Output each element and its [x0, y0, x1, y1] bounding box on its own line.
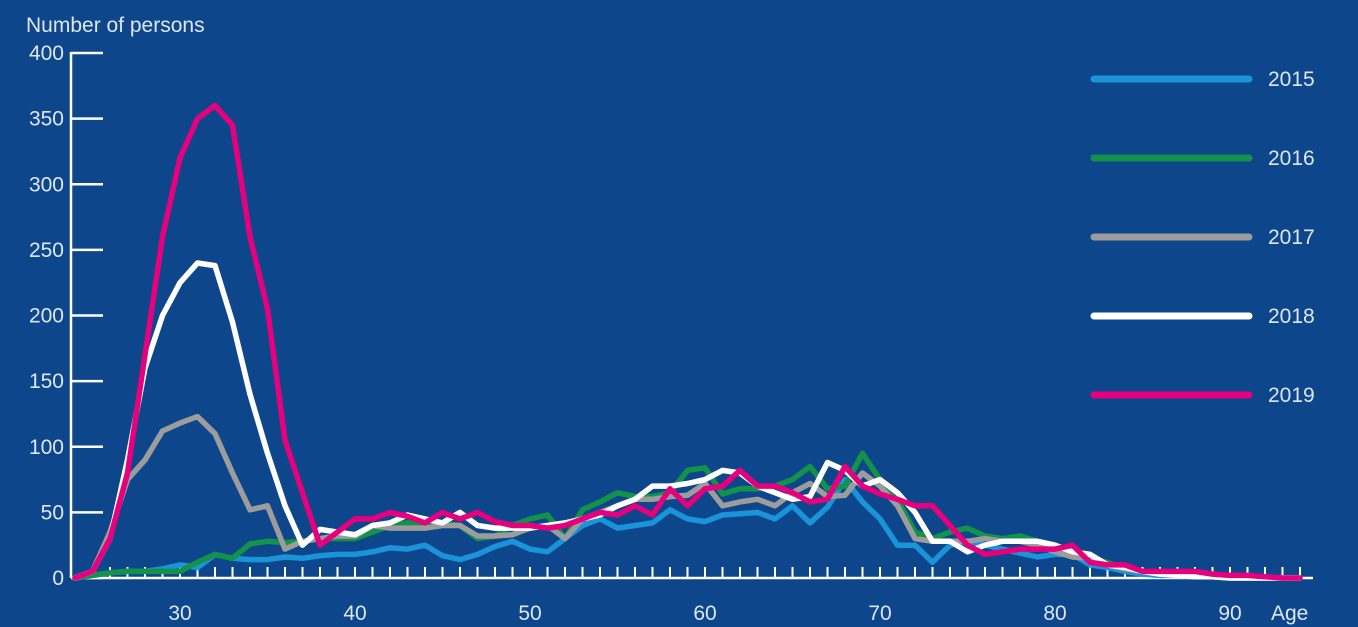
x-tick-label: 90 — [1218, 602, 1241, 625]
y-tick-label: 400 — [29, 42, 64, 65]
y-tick-label: 100 — [29, 436, 64, 459]
y-tick-label: 50 — [41, 501, 64, 524]
x-tick-label: 70 — [868, 602, 891, 625]
y-tick-label: 300 — [29, 173, 64, 196]
x-axis-ticks: 30 40 50 60 70 80 90 — [91, 567, 1301, 625]
x-tick-label: 60 — [693, 602, 716, 625]
x-tick-label: 40 — [343, 602, 366, 625]
legend-label-2019: 2019 — [1268, 384, 1315, 407]
series-lines — [72, 102, 1303, 581]
series-line-2017 — [72, 413, 1303, 581]
series-line-2019 — [72, 102, 1303, 581]
series-line-2018 — [72, 260, 1303, 581]
y-axis-label: Number of persons — [26, 14, 205, 37]
legend: 2015 2016 2017 2018 2019 — [1090, 68, 1315, 407]
y-axis-ticks: 0 50 100 150 200 250 300 350 400 — [29, 42, 103, 590]
y-tick-label: 350 — [29, 108, 64, 131]
y-tick-label: 0 — [52, 567, 64, 590]
legend-label-2018: 2018 — [1268, 305, 1315, 328]
y-tick-label: 250 — [29, 239, 64, 262]
y-tick-label: 150 — [29, 370, 64, 393]
y-tick-label: 200 — [29, 305, 64, 328]
legend-label-2017: 2017 — [1268, 226, 1315, 249]
legend-label-2016: 2016 — [1268, 147, 1315, 170]
legend-label-2015: 2015 — [1268, 68, 1315, 91]
x-tick-label: 50 — [518, 602, 541, 625]
x-axis-label: Age — [1271, 602, 1308, 625]
x-tick-label: 30 — [168, 602, 191, 625]
x-tick-label: 80 — [1043, 602, 1066, 625]
